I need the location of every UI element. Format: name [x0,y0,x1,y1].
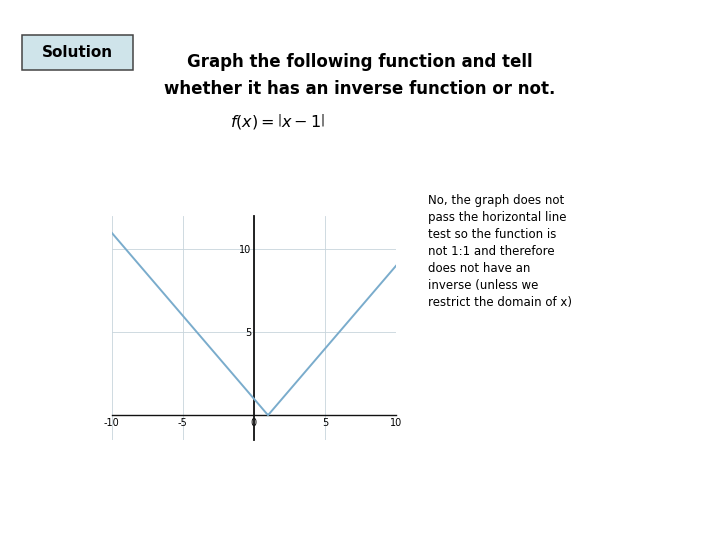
Text: whether it has an inverse function or not.: whether it has an inverse function or no… [164,80,556,98]
Text: No, the graph does not
pass the horizontal line
test so the function is
not 1:1 : No, the graph does not pass the horizont… [428,194,572,308]
FancyBboxPatch shape [22,35,133,70]
Text: Graph the following function and tell: Graph the following function and tell [187,53,533,71]
Text: $f(x) = \left|x-1\right|$: $f(x) = \left|x-1\right|$ [230,112,325,131]
Text: Solution: Solution [42,45,113,60]
